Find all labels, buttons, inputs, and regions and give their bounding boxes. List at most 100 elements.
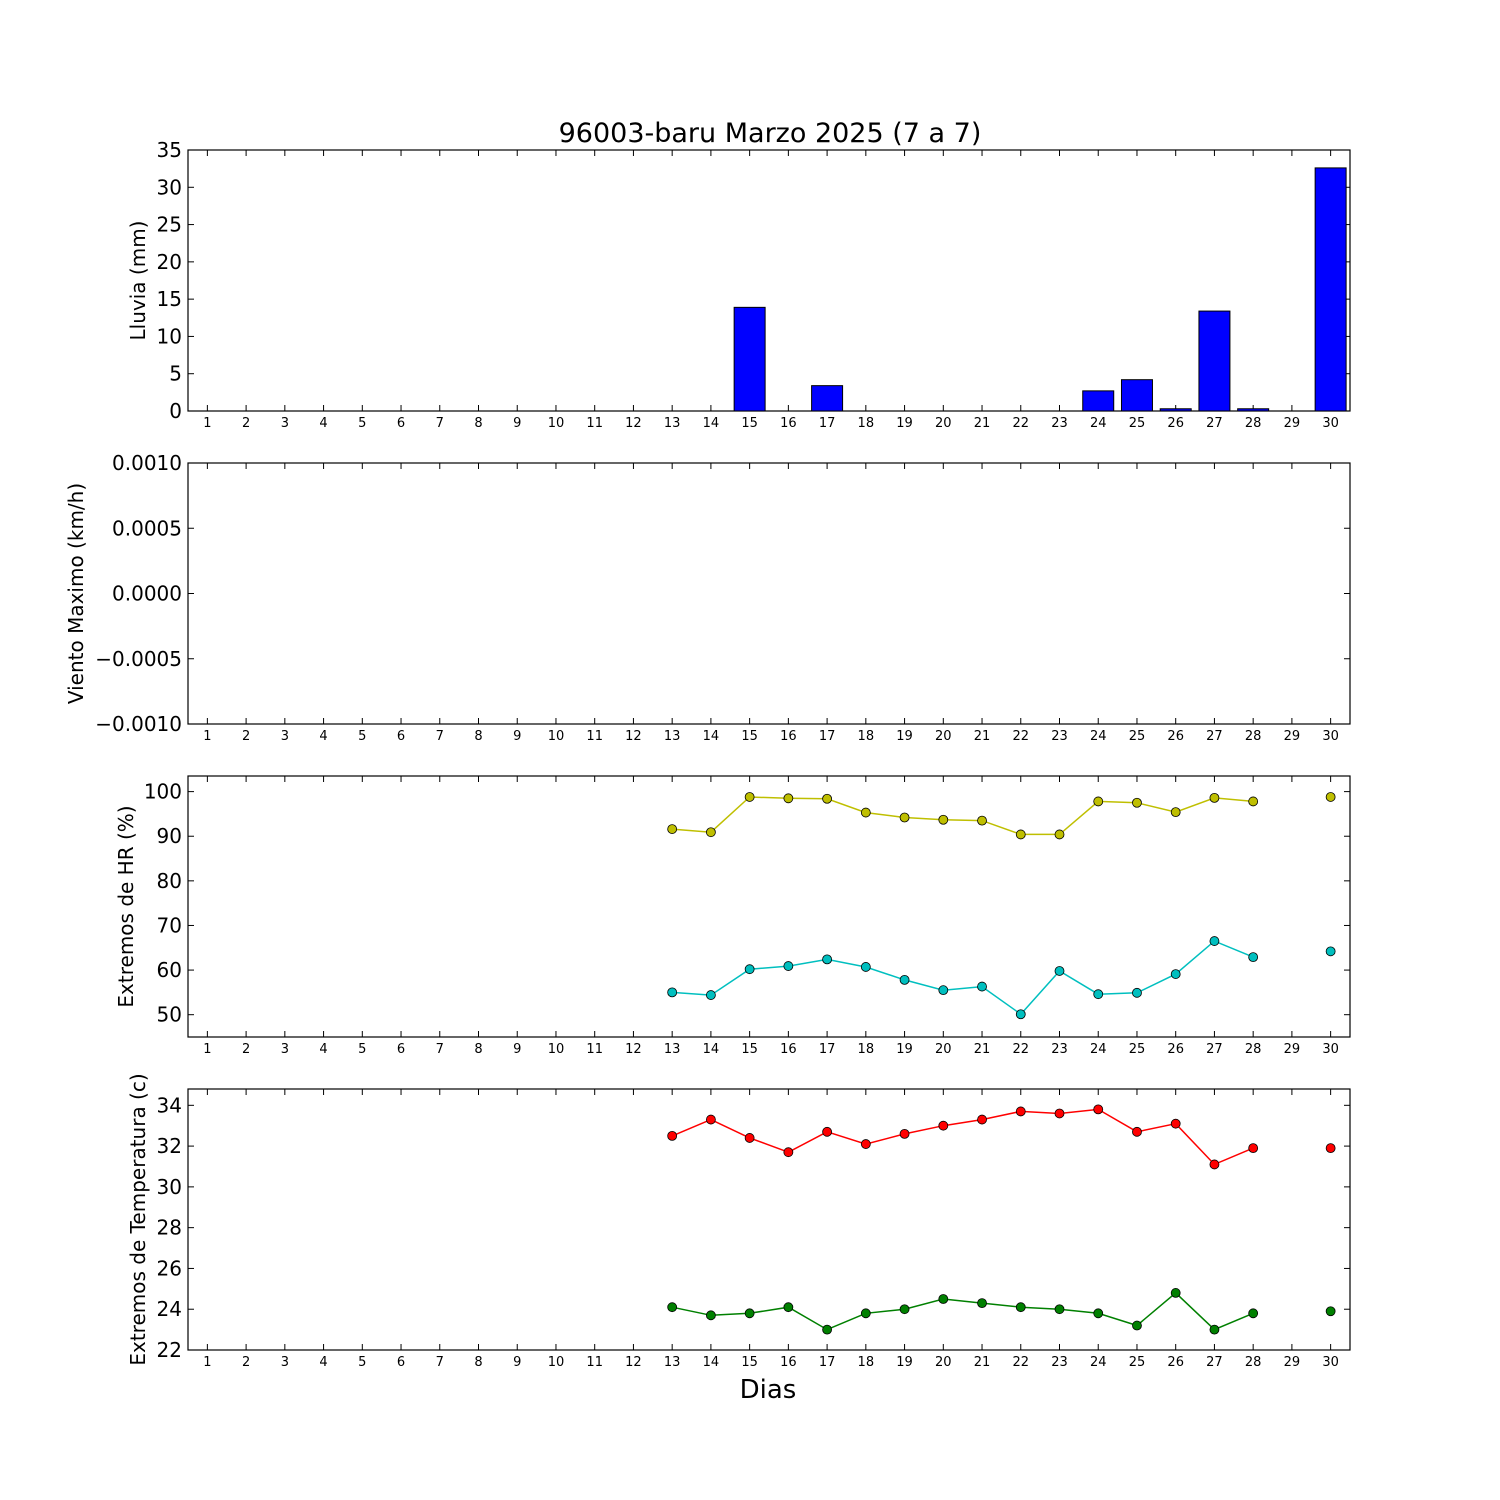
series-point	[1132, 797, 1142, 808]
x-tick-label: 30	[1322, 1042, 1339, 1057]
series-point	[1209, 936, 1220, 946]
x-tick-label: 25	[1129, 1355, 1146, 1370]
series-point	[977, 981, 987, 992]
x-tick-label: 18	[858, 1042, 875, 1057]
y-tick-label: 34	[157, 1093, 182, 1117]
y-tick-label: 32	[157, 1134, 182, 1158]
x-tick-label: 2	[242, 416, 250, 431]
x-tick-label: 12	[625, 1042, 642, 1057]
rain-bar	[1314, 167, 1347, 412]
series-point	[899, 974, 910, 985]
series-point	[667, 1302, 678, 1313]
x-tick-label: 16	[780, 1042, 797, 1057]
x-tick-label: 2	[242, 1355, 250, 1370]
series-point	[1093, 989, 1104, 1000]
x-tick-label: 30	[1322, 416, 1339, 431]
x-tick-label: 5	[358, 729, 366, 744]
y-tick-label: 100	[144, 780, 182, 804]
plot-frame	[187, 149, 1351, 412]
y-tick-label: 35	[157, 138, 182, 162]
x-tick-label: 29	[1284, 1355, 1301, 1370]
x-tick-label: 28	[1245, 729, 1262, 744]
y-tick-label: 30	[157, 1175, 182, 1199]
x-tick-label: 7	[436, 1042, 444, 1057]
x-tick-label: 20	[935, 1355, 952, 1370]
series-point	[822, 793, 832, 804]
rain-bar	[1082, 390, 1115, 412]
y-tick-label: 24	[157, 1297, 182, 1321]
series-point	[899, 1304, 910, 1315]
x-tick-label: 4	[319, 729, 327, 744]
series-point	[1015, 1009, 1026, 1020]
x-tick-label: 1	[203, 1042, 211, 1057]
x-tick-label: 11	[586, 729, 603, 744]
x-tick-label: 26	[1167, 416, 1184, 431]
series-point	[1325, 1306, 1336, 1317]
rain-bar	[811, 385, 844, 412]
x-tick-label: 10	[548, 1355, 565, 1370]
x-tick-label: 21	[974, 729, 991, 744]
x-tick-label: 24	[1090, 729, 1107, 744]
series-point	[667, 1130, 678, 1141]
series-point	[1325, 1143, 1336, 1154]
series-point	[1209, 1159, 1220, 1170]
series-point	[1015, 1302, 1026, 1313]
series-point	[860, 962, 871, 972]
x-tick-label: 4	[319, 1042, 327, 1057]
x-tick-label: 9	[513, 416, 521, 431]
x-tick-label: 22	[1012, 1042, 1029, 1057]
series-point	[1015, 829, 1026, 840]
x-tick-label: 6	[397, 729, 405, 744]
x-tick-label: 1	[203, 1355, 211, 1370]
series-point	[706, 1114, 716, 1125]
series-point	[783, 793, 794, 804]
rain-bar	[1237, 408, 1270, 412]
x-tick-label: 1	[203, 729, 211, 744]
x-tick-label: 22	[1012, 416, 1029, 431]
series-point	[1170, 1118, 1181, 1129]
series-point	[860, 1308, 871, 1319]
x-tick-label: 18	[858, 1355, 875, 1370]
x-tick-label: 29	[1284, 1042, 1301, 1057]
series-point	[860, 1139, 871, 1149]
x-tick-label: 18	[858, 729, 875, 744]
series-point	[899, 812, 910, 823]
series-point	[783, 1147, 794, 1158]
series-point	[667, 824, 678, 834]
x-tick-label: 30	[1322, 1355, 1339, 1370]
x-tick-label: 22	[1012, 729, 1029, 744]
y-axis-title: Lluvia (mm)	[126, 221, 150, 341]
series-point	[744, 792, 755, 802]
series-point	[938, 1120, 949, 1131]
series-point	[938, 1294, 949, 1304]
y-tick-label: 20	[157, 250, 182, 274]
x-tick-label: 16	[780, 416, 797, 431]
x-tick-label: 8	[474, 729, 482, 744]
y-axis-title: Extremos de HR (%)	[114, 805, 138, 1007]
x-tick-label: 19	[896, 1355, 913, 1370]
x-tick-label: 21	[974, 1042, 991, 1057]
x-tick-label: 27	[1206, 1042, 1223, 1057]
series-point	[706, 1310, 716, 1321]
x-tick-label: 12	[625, 729, 642, 744]
x-tick-label: 14	[703, 416, 720, 431]
series-point	[1054, 829, 1065, 840]
y-tick-label: 30	[157, 175, 182, 199]
series-point	[1132, 987, 1142, 998]
series-point	[1248, 796, 1259, 807]
x-tick-label: 16	[780, 729, 797, 744]
x-tick-label: 29	[1284, 729, 1301, 744]
series-point	[899, 1128, 910, 1139]
x-tick-label: 28	[1245, 416, 1262, 431]
x-tick-label: 1	[203, 416, 211, 431]
x-tick-label: 15	[741, 1355, 758, 1370]
y-tick-label: 15	[157, 287, 182, 311]
x-tick-label: 7	[436, 416, 444, 431]
x-tick-label: 17	[819, 1042, 836, 1057]
chart-title: 96003-baru Marzo 2025 (7 a 7)	[559, 118, 982, 149]
x-tick-label: 3	[281, 729, 289, 744]
x-tick-label: 19	[896, 729, 913, 744]
